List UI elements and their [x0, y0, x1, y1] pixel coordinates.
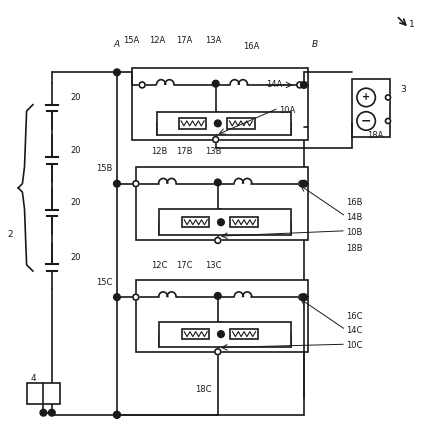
Circle shape [299, 181, 305, 187]
Circle shape [114, 180, 120, 187]
Text: 3: 3 [401, 85, 407, 93]
Text: 16B: 16B [346, 198, 363, 207]
Text: 18A: 18A [367, 131, 383, 140]
FancyBboxPatch shape [132, 68, 308, 140]
Circle shape [114, 294, 120, 300]
FancyBboxPatch shape [231, 329, 258, 339]
FancyBboxPatch shape [157, 112, 291, 135]
Text: 18B: 18B [346, 244, 363, 253]
Text: 12A: 12A [149, 36, 165, 45]
Text: 17C: 17C [176, 261, 192, 270]
Circle shape [114, 412, 120, 418]
Text: 10B: 10B [346, 228, 363, 237]
Text: 17B: 17B [176, 148, 192, 156]
Text: 13B: 13B [205, 148, 222, 156]
Text: 16C: 16C [346, 311, 363, 321]
Text: 13C: 13C [205, 261, 222, 270]
Text: A: A [114, 40, 120, 49]
Circle shape [301, 82, 308, 88]
Text: 16A: 16A [243, 43, 260, 51]
Circle shape [357, 88, 375, 107]
Text: 15B: 15B [96, 164, 113, 174]
FancyBboxPatch shape [136, 167, 308, 241]
Circle shape [299, 294, 305, 300]
Text: 14B: 14B [346, 213, 363, 222]
Circle shape [215, 237, 221, 243]
Circle shape [133, 294, 139, 300]
Text: 2: 2 [8, 229, 13, 239]
FancyBboxPatch shape [182, 217, 209, 228]
Circle shape [385, 118, 390, 124]
Circle shape [114, 69, 120, 76]
Circle shape [114, 412, 120, 418]
Circle shape [297, 82, 303, 88]
Text: 12B: 12B [151, 148, 167, 156]
Text: 18C: 18C [195, 385, 212, 394]
Text: 12C: 12C [151, 261, 167, 270]
FancyBboxPatch shape [159, 322, 291, 347]
Circle shape [40, 409, 47, 416]
Circle shape [301, 180, 308, 187]
Text: 14C: 14C [346, 326, 363, 335]
Text: 15C: 15C [96, 278, 113, 287]
Text: 1: 1 [409, 20, 415, 29]
Circle shape [212, 80, 219, 87]
Circle shape [385, 95, 390, 100]
Circle shape [214, 179, 221, 186]
Circle shape [301, 294, 308, 300]
Text: 15A: 15A [123, 36, 139, 45]
FancyBboxPatch shape [182, 329, 209, 339]
FancyBboxPatch shape [179, 118, 206, 128]
Circle shape [214, 120, 221, 127]
Text: 4: 4 [30, 374, 36, 383]
Text: 20: 20 [71, 93, 81, 102]
FancyBboxPatch shape [159, 209, 291, 235]
Circle shape [49, 409, 55, 416]
Circle shape [217, 331, 224, 338]
Text: 20: 20 [71, 198, 81, 207]
Text: +: + [362, 93, 370, 102]
Text: 14A: 14A [266, 81, 283, 89]
Text: B: B [311, 40, 318, 49]
Text: 13A: 13A [206, 36, 222, 45]
Text: 10C: 10C [346, 341, 363, 350]
Circle shape [213, 136, 219, 143]
FancyBboxPatch shape [27, 383, 60, 404]
Text: 20: 20 [71, 146, 81, 155]
Circle shape [214, 292, 221, 299]
Text: 20: 20 [71, 253, 81, 262]
Circle shape [139, 82, 145, 88]
Text: −: − [361, 114, 371, 128]
FancyBboxPatch shape [136, 280, 308, 352]
Circle shape [217, 219, 224, 225]
Circle shape [133, 181, 139, 187]
Circle shape [215, 349, 221, 355]
Text: 10A: 10A [279, 105, 295, 115]
FancyBboxPatch shape [231, 217, 258, 228]
FancyBboxPatch shape [352, 78, 390, 137]
FancyBboxPatch shape [227, 118, 255, 128]
Text: 17A: 17A [176, 36, 192, 45]
